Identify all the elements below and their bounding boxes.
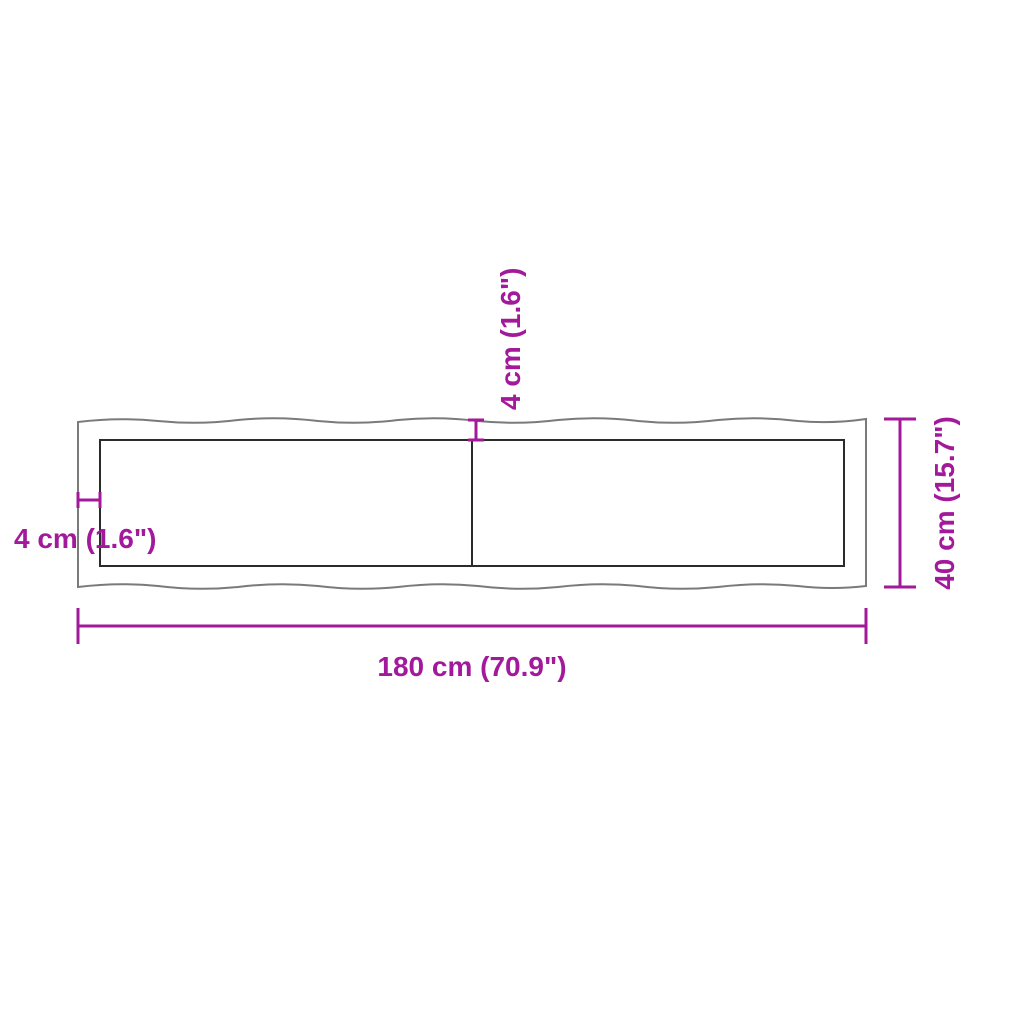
dimension-diagram: 180 cm (70.9") 40 cm (15.7") 4 cm (1.6")… <box>0 0 1024 1024</box>
dim-height-label: 40 cm (15.7") <box>929 416 960 590</box>
dim-width: 180 cm (70.9") <box>78 608 866 682</box>
dim-inset-left-label: 4 cm (1.6") <box>14 523 156 554</box>
dim-width-label: 180 cm (70.9") <box>377 651 566 682</box>
dim-height: 40 cm (15.7") <box>884 416 960 590</box>
dim-inset-top: 4 cm (1.6") <box>468 268 526 440</box>
dim-inset-top-label: 4 cm (1.6") <box>495 268 526 410</box>
